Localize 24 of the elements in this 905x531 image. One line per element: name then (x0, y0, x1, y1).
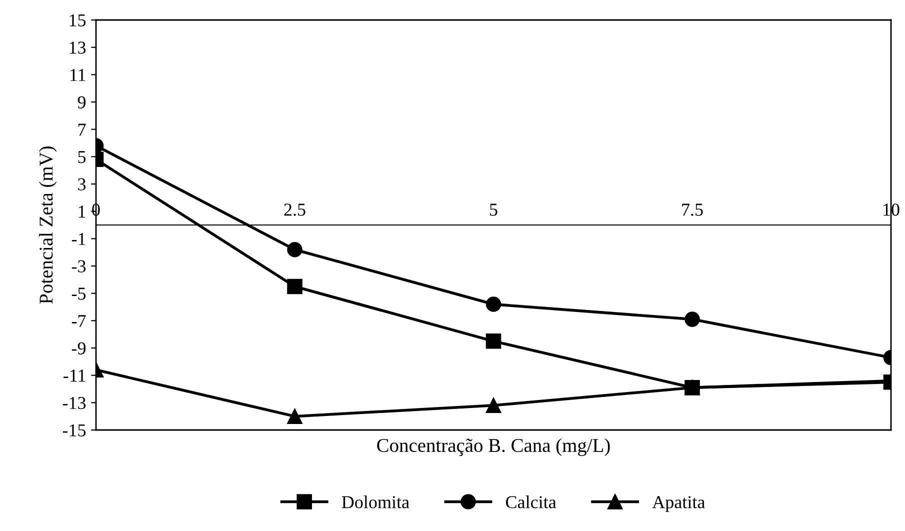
y-tick-label: 5 (78, 151, 86, 164)
y-tick-label: -1 (72, 233, 86, 245)
y-tick-label: -5 (72, 288, 86, 300)
y-axis-title: Potencial Zeta (mV) (39, 146, 57, 304)
y-tick-label: 9 (78, 96, 86, 108)
y-tick-label: 15 (70, 14, 86, 26)
y-tick-label: 11 (70, 69, 86, 81)
legend-label: Dolomita (342, 496, 410, 508)
legend-label: Apatita (652, 496, 705, 512)
y-tick-label: 7 (78, 124, 86, 136)
x-tick-label: 2.5 (284, 204, 306, 216)
y-tick-label: -15 (62, 424, 86, 436)
y-tick-label: -7 (72, 315, 86, 327)
x-axis-title: Concentração B. Cana (mg/L) (377, 438, 610, 456)
x-tick-label: 7.5 (682, 204, 703, 216)
legend-label: Calcita (506, 496, 556, 508)
y-tick-label: -3 (72, 260, 86, 272)
y-tick-label: -13 (62, 396, 86, 410)
y-tick-label: 13 (70, 42, 86, 54)
y-tick-label: -9 (72, 342, 86, 354)
y-tick-label: 3 (78, 178, 86, 190)
y-tick-label: 1 (78, 206, 86, 218)
x-tick-label: 5 (490, 204, 498, 216)
y-tick-label: -11 (64, 370, 86, 382)
